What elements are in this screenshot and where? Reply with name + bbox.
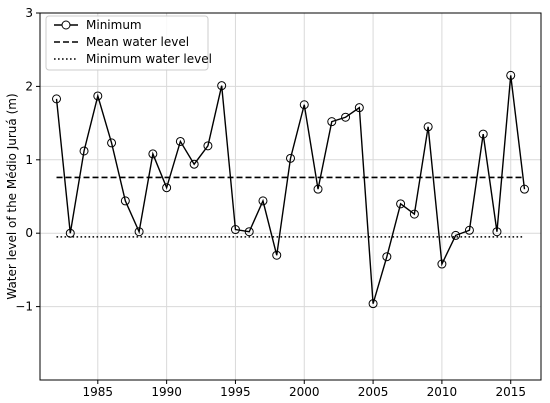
data-point [451,230,461,240]
data-point [519,184,529,194]
legend-marker [61,20,71,30]
series-layer [52,70,529,309]
y-tick-label: −1 [15,300,33,314]
y-tick-label: 1 [25,153,33,167]
data-point [65,228,75,238]
y-tick-label: 3 [25,6,33,20]
data-point [217,81,227,91]
data-point [175,136,185,146]
data-point [327,117,337,127]
data-point [299,100,309,110]
legend-box [45,15,209,71]
data-point [437,259,447,269]
data-point [506,70,516,80]
data-point [341,112,351,122]
x-tick-label: 2015 [495,385,526,399]
data-point [258,196,268,206]
data-point [409,209,419,219]
data-point [93,91,103,101]
x-tick-label: 1995 [220,385,251,399]
x-tick-label: 2005 [358,385,389,399]
x-tick-label: 1985 [83,385,114,399]
data-point [189,159,199,169]
y-tick-label: 0 [25,226,33,240]
data-point [382,252,392,262]
x-tick-label: 1990 [151,385,182,399]
data-point [134,227,144,237]
data-point [464,225,474,235]
series-line-0 [55,75,526,304]
data-point [478,129,488,139]
legend-entry: Minimum [86,18,142,32]
data-point [354,103,364,113]
y-axis-label: Water level of the Médio Juruá (m) [5,93,19,299]
data-point [79,146,89,156]
data-point [120,196,130,206]
legend-entry: Minimum water level [86,52,212,66]
data-point [423,122,433,132]
legend: Minimum Mean water level Minimum water lev… [45,15,212,71]
data-point [244,227,254,237]
data-point [272,250,282,260]
data-point [286,153,295,163]
data-point [162,183,172,193]
data-point [492,227,502,237]
data-point [52,94,62,104]
data-point [368,299,378,309]
x-tick-label: 2010 [427,385,458,399]
data-point [148,149,158,159]
data-point [203,141,213,151]
data-point [396,199,406,209]
x-tick-label: 2000 [289,385,320,399]
data-point [230,225,240,235]
plot-frame [39,12,542,381]
y-tick-label: 2 [25,79,33,93]
data-point [107,138,117,148]
ticks: 1985 1990 1995 2000 2005 2010 2015 −1 0 1 2 3 [15,6,526,399]
data-point [313,184,323,194]
legend-entry: Mean water level [86,35,189,49]
